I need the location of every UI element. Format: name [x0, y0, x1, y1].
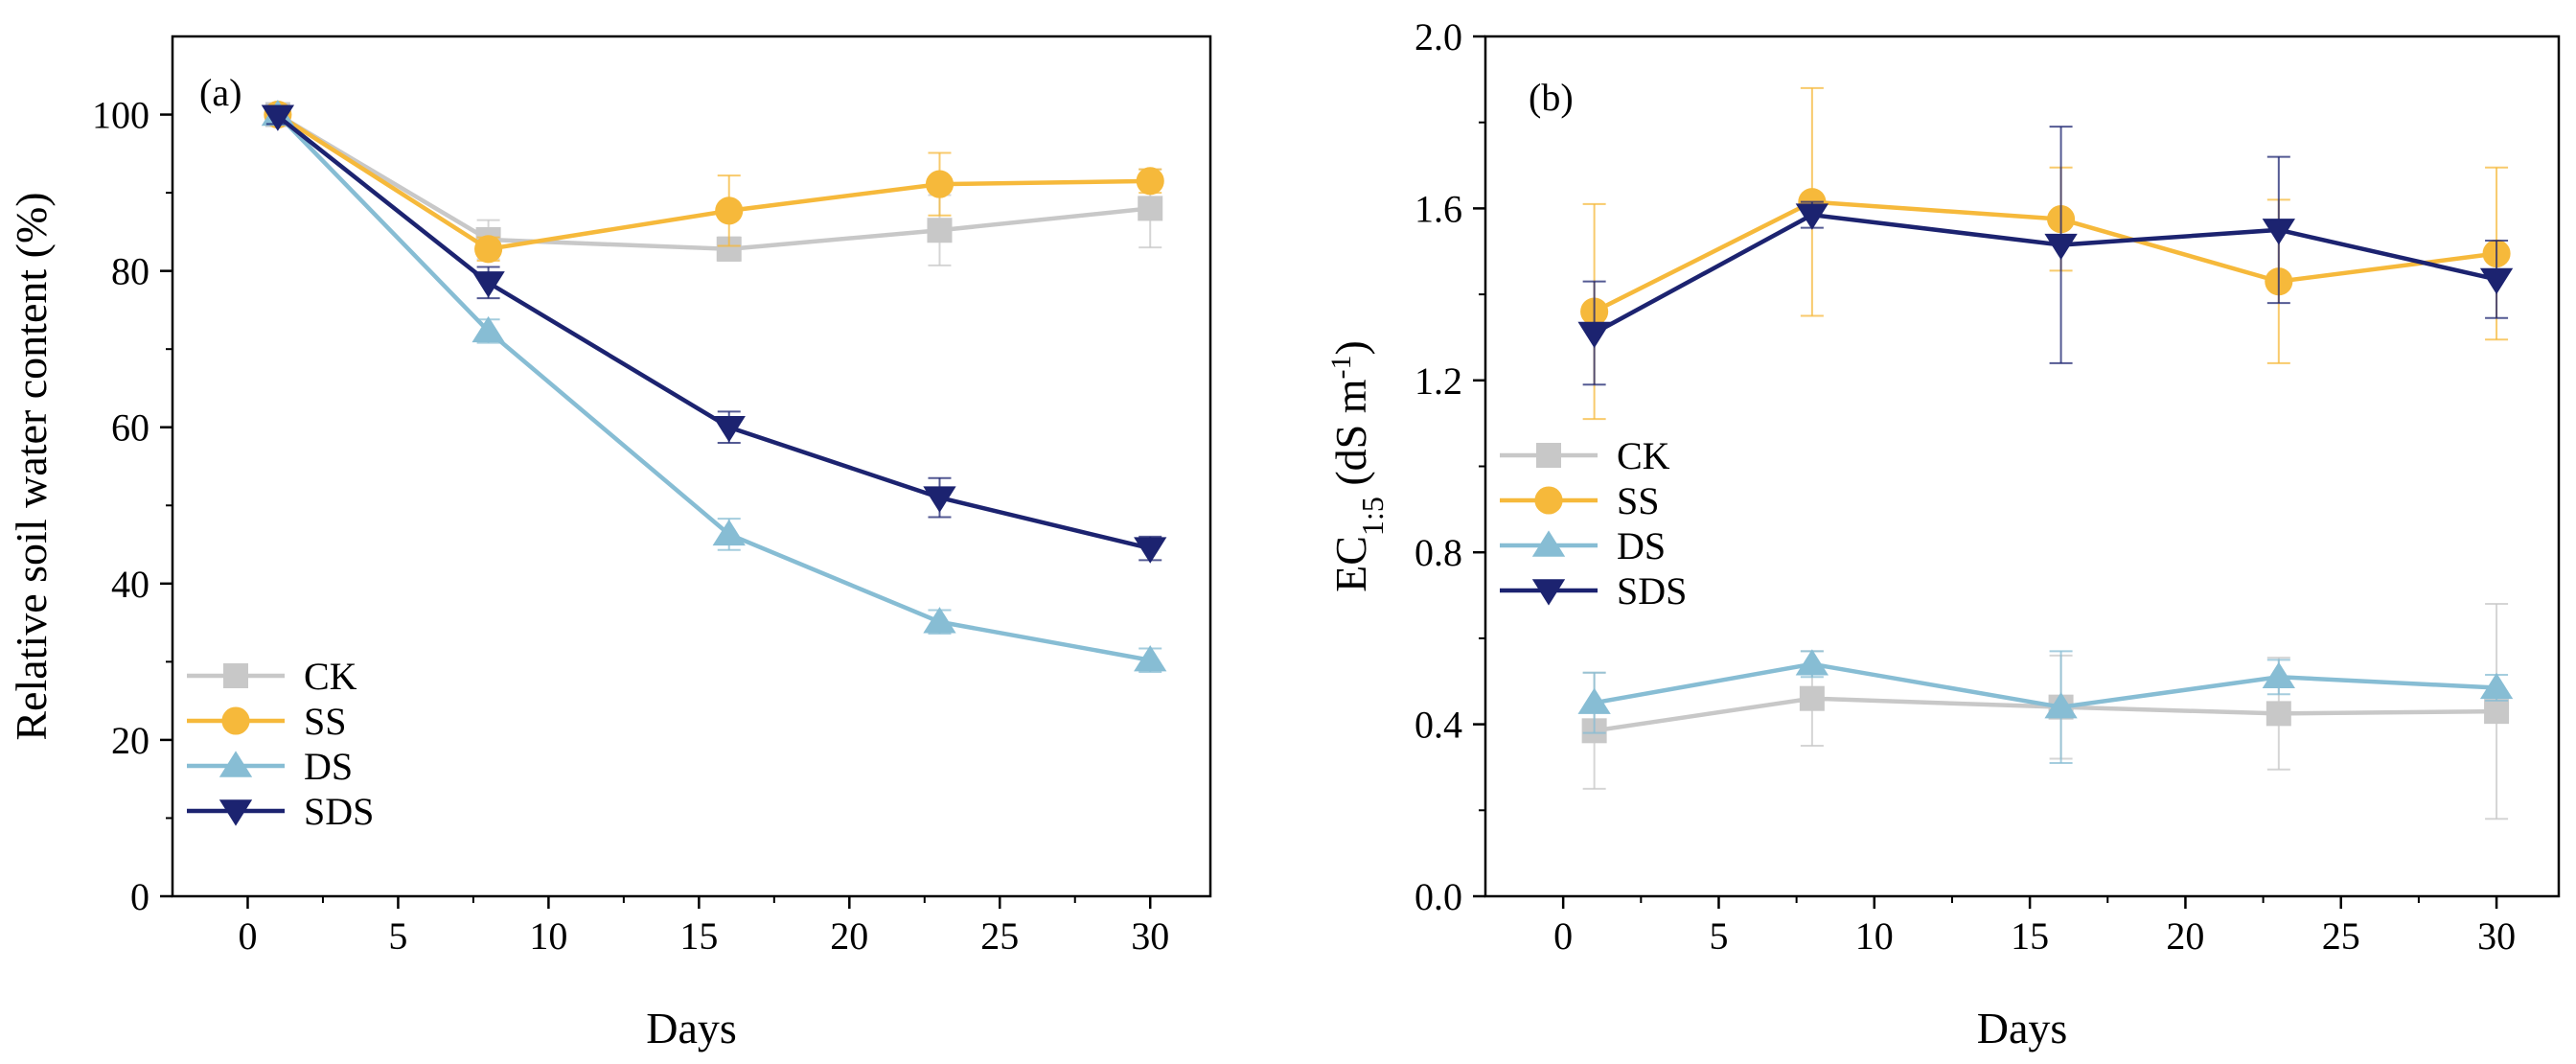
data-point: [2479, 267, 2514, 295]
y-tick-label: 1.2: [1414, 359, 1462, 403]
data-point: [927, 218, 953, 243]
x-tick-label: 20: [2166, 914, 2204, 958]
series-line: [1593, 212, 2497, 335]
x-tick-label: 15: [679, 914, 718, 958]
series-line: [1593, 199, 2497, 314]
panel-b-chart: 0 5 10 15 20 25 30 0.0 0.4 0.8 1.2 1.6 2.0 Days EC1:5 …: [1325, 15, 2561, 1052]
y-axis-title-subscript: 1:5: [1355, 497, 1390, 536]
data-point: [1138, 196, 1163, 221]
series-sds: [261, 104, 1167, 564]
y-tick-label: 2.0: [1414, 15, 1462, 58]
y-axis-title-unit: (dS m: [1326, 379, 1375, 497]
data-point: [2044, 233, 2078, 261]
data-point: [1795, 203, 1829, 230]
y-axis-title: EC1:5 (dS m-1): [1325, 340, 1391, 592]
x-tick-label: 30: [1131, 914, 1169, 958]
series-line: [276, 112, 1151, 252]
data-point: [1799, 685, 1825, 711]
x-tick-label: 30: [2477, 914, 2516, 958]
y-tick-label: 20: [111, 719, 150, 762]
legend-label: SS: [304, 700, 347, 743]
x-tick-label: 10: [529, 914, 567, 958]
legend-label: DS: [304, 745, 353, 788]
x-tick-label: 5: [1709, 914, 1728, 958]
data-point: [2262, 661, 2295, 688]
data-point: [923, 607, 956, 634]
x-tick-label: 5: [388, 914, 407, 958]
data-point: [1577, 321, 1611, 349]
plot-frame: [171, 35, 1212, 898]
legend-marker: [1534, 486, 1563, 515]
legend-label: SS: [1617, 479, 1660, 522]
data-point: [2044, 692, 2078, 719]
series-sds: [1577, 126, 2514, 386]
series-ss: [1580, 86, 2511, 421]
legend-label: SDS: [304, 790, 374, 833]
legend-marker: [1531, 530, 1566, 557]
data-point: [472, 271, 505, 298]
y-axis-title-close: ): [1326, 340, 1375, 355]
data-point: [2266, 701, 2291, 727]
data-point: [2262, 219, 2295, 245]
legend-marker: [1536, 443, 1561, 468]
legend-marker: [218, 751, 253, 777]
data-point: [923, 486, 956, 513]
data-point: [1577, 687, 1611, 714]
data-point: [261, 104, 295, 131]
y-axis-title: Relative soil water content (%): [7, 192, 56, 740]
panel-a-chart: 0 5 10 15 20 25 30 0 20 40 60 80 100 Days Relative soi…: [7, 35, 1212, 1052]
data-point: [1795, 649, 1829, 676]
x-tick-label: 20: [830, 914, 868, 958]
data-point: [1134, 537, 1167, 564]
legend-label: CK: [304, 655, 357, 698]
y-tick-label: 0: [130, 875, 150, 918]
x-tick-label: 0: [238, 914, 257, 958]
legend-label: DS: [1617, 524, 1666, 567]
data-point: [2479, 672, 2514, 700]
x-tick-label: 15: [2011, 914, 2049, 958]
legend-label: CK: [1617, 434, 1670, 477]
x-axis-title: Days: [646, 1004, 737, 1052]
panel-label: (b): [1529, 76, 1574, 119]
data-point: [715, 197, 744, 225]
data-point: [1136, 167, 1164, 196]
y-tick-label: 0.8: [1414, 531, 1462, 574]
panel-label: (a): [199, 71, 242, 114]
series-line: [1594, 661, 2497, 709]
series-ds: [1577, 649, 2514, 764]
y-tick-label: 0.4: [1414, 704, 1462, 747]
x-tick-label: 25: [980, 914, 1019, 958]
data-point: [472, 315, 505, 343]
data-point: [1134, 645, 1167, 672]
y-tick-label: 60: [111, 406, 150, 450]
data-point: [925, 170, 954, 198]
x-tick-label: 25: [2322, 914, 2360, 958]
legend-marker: [223, 663, 248, 688]
y-tick-label: 100: [92, 94, 150, 137]
x-tick-label: 10: [1855, 914, 1894, 958]
data-point: [712, 519, 746, 546]
x-axis-title: Days: [1977, 1004, 2068, 1052]
legend-label: SDS: [1617, 569, 1687, 613]
y-tick-label: 40: [111, 563, 150, 606]
y-axis-title-main: EC: [1326, 536, 1375, 592]
x-tick-label: 0: [1553, 914, 1573, 958]
legend-marker: [221, 706, 250, 735]
data-point: [474, 235, 503, 264]
y-axis-title-superscript: -1: [1325, 355, 1357, 379]
y-tick-label: 80: [111, 250, 150, 293]
y-tick-label: 0.0: [1414, 875, 1462, 918]
legend-marker: [1531, 579, 1566, 606]
y-tick-label: 1.6: [1414, 187, 1462, 230]
data-point: [712, 416, 746, 443]
series-ck: [1581, 603, 2510, 821]
data-point: [2484, 699, 2510, 725]
legend-marker: [218, 799, 253, 826]
